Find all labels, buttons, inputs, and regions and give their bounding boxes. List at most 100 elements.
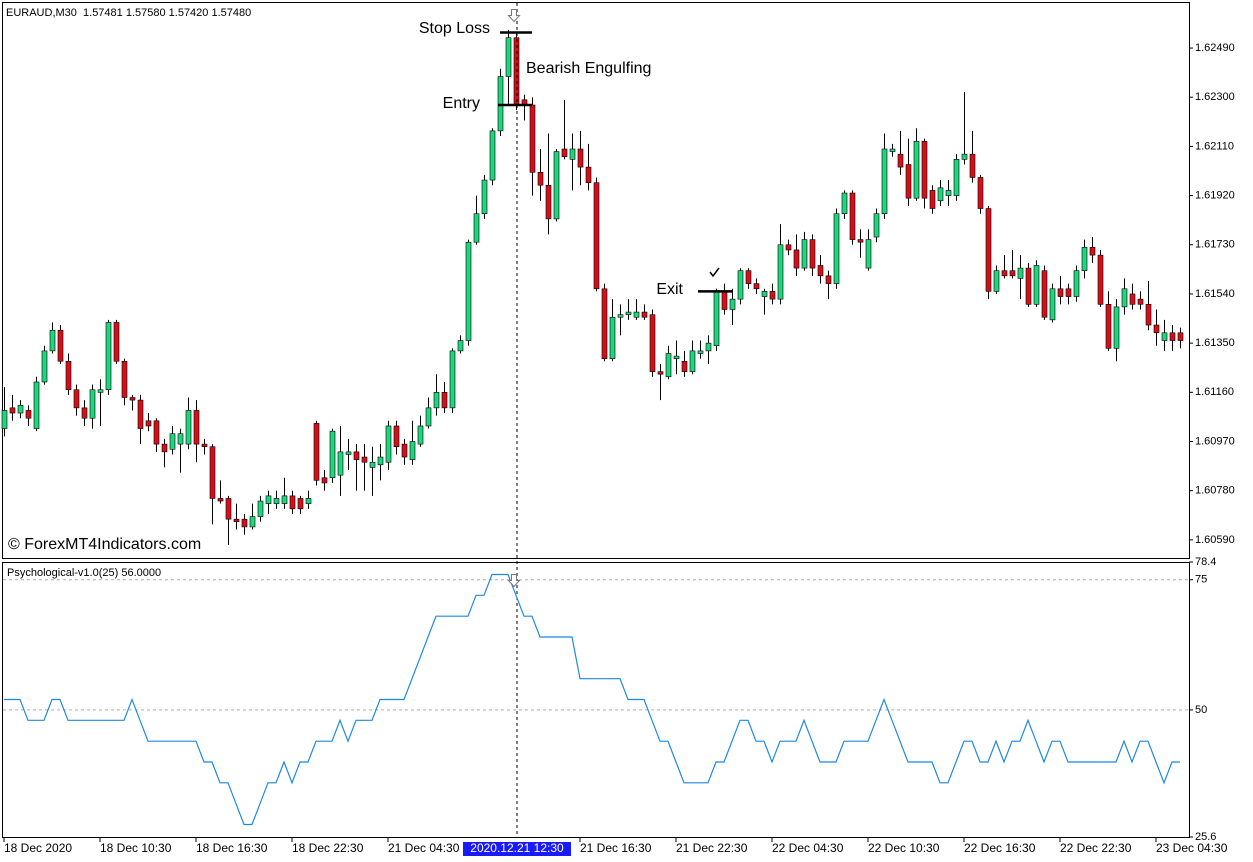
candle-body <box>529 104 536 173</box>
candle-body <box>65 360 72 391</box>
candle-body <box>401 443 408 458</box>
candle-body <box>753 283 760 290</box>
candle-body <box>489 130 496 181</box>
x-tick-label: 23 Dec 04:30 <box>1156 841 1228 855</box>
y-tick-label: 78.4 <box>1195 556 1216 568</box>
candle-body <box>617 314 624 318</box>
candle-body <box>209 446 216 499</box>
x-tick-label: 2020.12.21 12:30 <box>470 841 564 855</box>
x-tick-label: 22 Dec 04:30 <box>772 841 844 855</box>
candle-body <box>129 397 136 401</box>
candle-body <box>225 498 232 520</box>
candle-body <box>897 153 904 168</box>
candle-body <box>841 192 848 215</box>
candle-body <box>537 171 544 186</box>
candle-body <box>657 371 664 375</box>
candle-body <box>1081 247 1088 271</box>
candle-body <box>729 298 736 310</box>
candle-body <box>377 456 384 466</box>
candle-body <box>25 410 32 419</box>
candle-body <box>1161 332 1168 341</box>
candle-body <box>161 443 168 453</box>
y-tick-label: 1.60590 <box>1195 534 1235 546</box>
candle-body <box>721 291 728 310</box>
candle-body <box>561 148 568 158</box>
y-tick-label: 1.60970 <box>1195 435 1235 447</box>
chart-header: EURAUD,M30 1.57481 1.57580 1.57420 1.574… <box>6 7 251 19</box>
crosshair-label-bg <box>463 842 571 856</box>
candle-body <box>881 148 888 215</box>
candle-body <box>249 516 256 528</box>
candle-body <box>825 275 832 284</box>
candle-body <box>441 392 448 409</box>
candle-body <box>993 270 1000 292</box>
check-icon <box>709 267 720 278</box>
candle-body <box>465 241 472 341</box>
candle-body <box>793 249 800 269</box>
candle-body <box>137 399 144 429</box>
candle-body <box>97 389 104 393</box>
candle-body <box>817 265 824 277</box>
candle-body <box>665 353 672 378</box>
candle-body <box>217 498 224 502</box>
candle-body <box>361 456 368 463</box>
y-tick-label: 25.6 <box>1195 831 1216 843</box>
candle-body <box>201 443 208 447</box>
candle-body <box>265 495 272 504</box>
candle-body <box>1169 332 1176 341</box>
candle-body <box>105 322 112 391</box>
candle-body <box>497 76 504 132</box>
candle-body <box>193 410 200 445</box>
candle-body <box>121 360 128 398</box>
candle-body <box>289 495 296 510</box>
candle-body <box>17 404 24 414</box>
candle-body <box>761 291 768 297</box>
candle-body <box>889 148 896 152</box>
y-tick-label: 50 <box>1195 704 1207 716</box>
candle-body <box>473 213 480 243</box>
candle-body <box>353 451 360 460</box>
candle-body <box>649 314 656 372</box>
candle-body <box>601 288 608 359</box>
candle-body <box>913 140 920 199</box>
candle-body <box>769 291 776 300</box>
candle-body <box>233 518 240 523</box>
candle-body <box>641 311 648 318</box>
candle-body <box>985 208 992 292</box>
candle-body <box>385 425 392 463</box>
candle-body <box>865 239 872 269</box>
candle-body <box>777 244 784 300</box>
candle-body <box>49 329 56 352</box>
candle-body <box>961 153 968 160</box>
candle-body <box>1105 304 1112 349</box>
x-tick-label: 22 Dec 22:30 <box>1060 841 1132 855</box>
candle-body <box>857 239 864 243</box>
candle-body <box>313 423 320 481</box>
candle-body <box>1065 288 1072 297</box>
candle-body <box>113 322 120 362</box>
candle-body <box>41 350 48 383</box>
indicator-panel <box>2 562 1190 838</box>
candle-body <box>57 329 64 362</box>
candle-body <box>1009 270 1016 277</box>
candle-body <box>929 190 936 209</box>
annotation-label: Entry <box>443 95 480 112</box>
x-tick-label: 21 Dec 04:30 <box>388 841 460 855</box>
candle-body <box>1073 270 1080 297</box>
candle-body <box>241 518 248 528</box>
x-tick-label: 22 Dec 10:30 <box>868 841 940 855</box>
candle-body <box>905 164 912 199</box>
candle-body <box>329 430 336 479</box>
candle-body <box>1041 270 1048 318</box>
candle-body <box>577 148 584 168</box>
arrow-icon <box>507 9 521 23</box>
indicator-line <box>4 573 1180 826</box>
candle-body <box>937 187 944 202</box>
candle-body <box>1153 324 1160 334</box>
candle-body <box>177 433 184 445</box>
arrow-icon <box>507 574 521 588</box>
candle-body <box>809 239 816 269</box>
candle-body <box>785 244 792 251</box>
candle-body <box>801 239 808 269</box>
x-tick-label: 21 Dec 16:30 <box>580 841 652 855</box>
